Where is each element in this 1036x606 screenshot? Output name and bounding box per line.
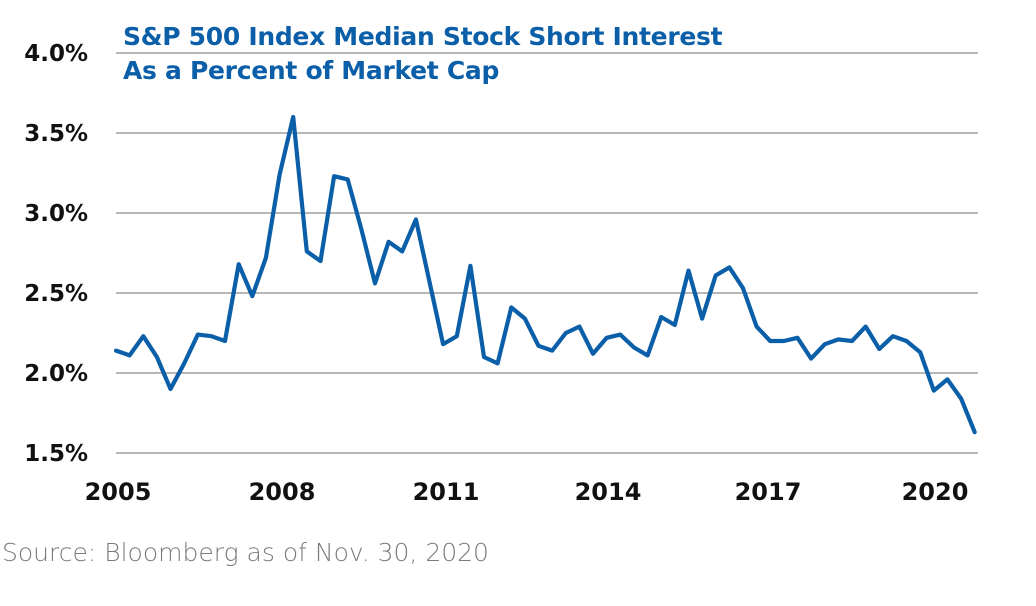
x-tick-label: 2008 (249, 478, 316, 506)
y-tick-label: 1.5% (24, 441, 88, 467)
gridlines (116, 52, 978, 454)
chart-title: S&P 500 Index Median Stock Short Interes… (123, 22, 723, 51)
y-tick-label: 3.0% (24, 201, 88, 227)
x-axis-ticks: 2005 2008 2011 2014 2017 2020 (85, 478, 969, 506)
x-tick-label: 2020 (902, 478, 969, 506)
y-tick-label: 2.0% (24, 361, 88, 387)
x-tick-label: 2005 (85, 478, 152, 506)
y-tick-label: 2.5% (24, 281, 88, 307)
series-group (113, 114, 977, 435)
x-tick-label: 2011 (413, 478, 480, 506)
x-tick-label: 2014 (575, 478, 642, 506)
chart-subtitle: As a Percent of Market Cap (123, 56, 500, 85)
y-tick-label: 4.0% (24, 41, 88, 67)
y-axis-ticks: 4.0% 3.5% 3.0% 2.5% 2.0% 1.5% (24, 41, 88, 467)
source-note: Source: Bloomberg as of Nov. 30, 2020 (2, 538, 489, 567)
y-tick-label: 3.5% (24, 121, 88, 147)
series-line (113, 114, 977, 435)
x-tick-label: 2017 (735, 478, 802, 506)
